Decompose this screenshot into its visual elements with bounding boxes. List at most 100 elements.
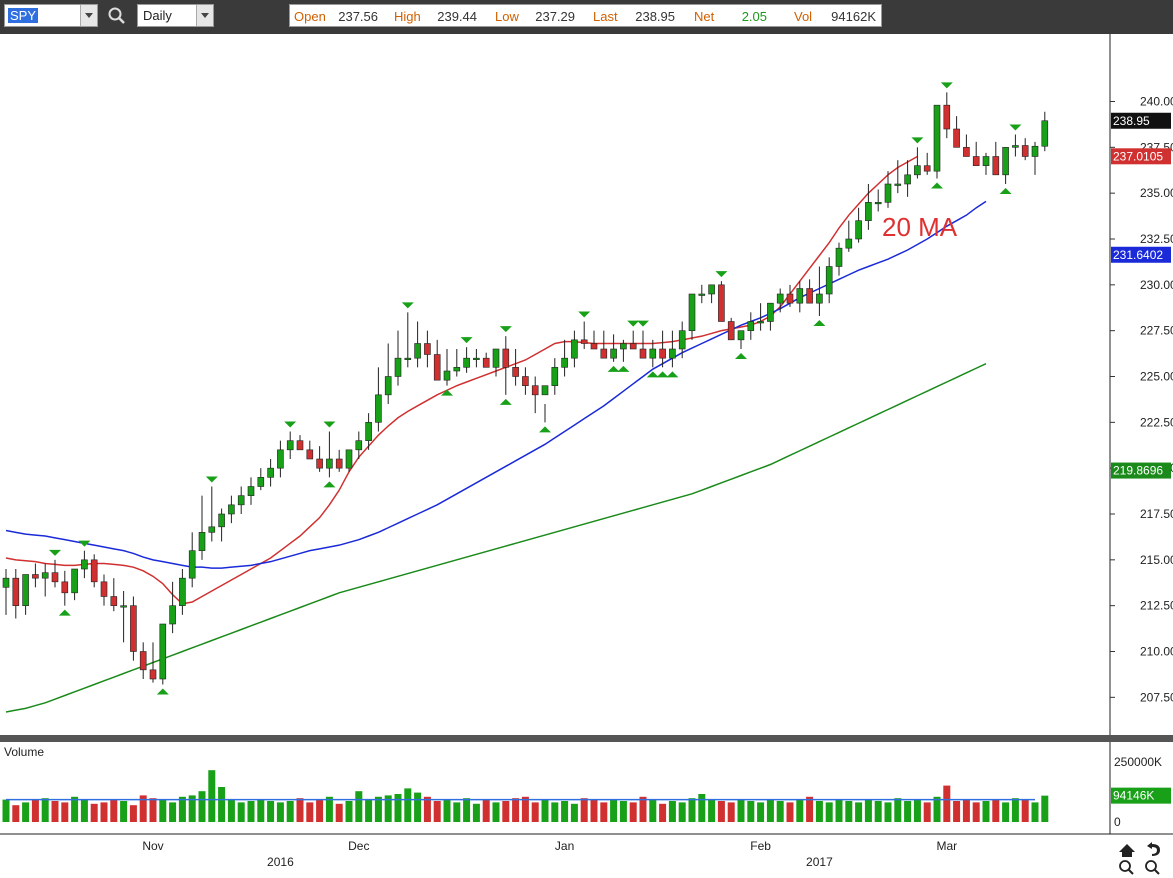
price-axis: 207.50210.00212.50215.00217.50220.00222.… <box>1110 95 1173 704</box>
volume-bar <box>169 802 177 822</box>
chart-nav[interactable] <box>1119 842 1160 875</box>
month-label: Mar <box>936 839 957 853</box>
candle-body <box>81 559 88 570</box>
candle-body <box>767 302 774 322</box>
candle-body <box>825 266 833 295</box>
swing-low-marker <box>999 188 1012 194</box>
volume-bar <box>335 803 343 822</box>
volume-bar <box>71 796 79 822</box>
volume-tick-label: 0 <box>1114 815 1121 829</box>
candle-body <box>32 574 39 579</box>
candle-body <box>816 293 823 304</box>
candle-body <box>188 550 196 579</box>
ma20-tag: 237.0105 <box>1113 149 1163 163</box>
volume-bar <box>855 802 863 822</box>
candle-body <box>414 343 421 359</box>
candle-body <box>1041 120 1049 147</box>
volume-bar <box>561 801 569 822</box>
candle-body <box>208 526 216 533</box>
low-value: 237.29 <box>535 9 575 24</box>
candle-body <box>727 321 735 341</box>
volume-bar <box>1031 802 1039 822</box>
undo-icon <box>1147 842 1160 856</box>
volume-bar <box>453 802 461 822</box>
volume-bar <box>678 802 686 822</box>
volume-bar <box>688 798 696 822</box>
zoom-in-handle <box>1128 869 1134 875</box>
candle-body <box>473 357 480 360</box>
swing-high-marker <box>401 302 414 309</box>
swing-low-marker <box>539 426 551 433</box>
period-select[interactable]: Daily <box>137 4 214 27</box>
volume-bar <box>531 802 539 822</box>
swing-low-marker <box>617 365 630 372</box>
volume-bar <box>953 801 961 822</box>
volume-bar <box>1002 802 1010 822</box>
volume-bar <box>864 799 872 822</box>
candle-body <box>237 495 245 506</box>
candle-body <box>179 577 186 606</box>
price-tick-label: 232.50 <box>1140 232 1173 246</box>
volume-bar <box>12 805 20 822</box>
quote-bar: Open 237.56 High 239.44 Low 237.29 Last … <box>289 4 882 27</box>
candle-body <box>531 385 539 396</box>
swing-high-marker <box>940 82 953 89</box>
swing-high-marker <box>460 337 473 344</box>
candle-body <box>159 623 167 680</box>
swing-low-marker <box>656 371 669 378</box>
volume-bar <box>835 799 843 822</box>
price-tick-label: 212.50 <box>1140 599 1173 613</box>
stock-chart[interactable]: 20 MA 207.50210.00212.50215.00217.50220.… <box>0 34 1173 878</box>
candle-body <box>541 385 549 396</box>
volume-bar <box>708 799 716 822</box>
volume-bar <box>982 801 990 822</box>
candle-body <box>198 532 206 551</box>
volume-pane: Volume 250000K 0 94146K <box>2 745 1171 829</box>
volume-bar <box>237 802 245 822</box>
volume-bar <box>463 798 471 822</box>
candle-body <box>120 605 127 608</box>
last-price-tag-bg <box>1111 112 1171 129</box>
chart-grid <box>0 34 1173 878</box>
vol-label: Vol <box>794 9 813 24</box>
candle-body <box>149 669 157 680</box>
candle-body <box>306 449 314 460</box>
candle-body <box>100 581 108 597</box>
volume-bar <box>786 802 794 822</box>
period-dropdown-icon[interactable] <box>196 5 213 26</box>
candle-body <box>718 284 725 322</box>
ma200-line <box>5 362 987 713</box>
candle-body <box>130 605 137 652</box>
year-label: 2016 <box>267 855 294 869</box>
volume-tag-bg <box>1111 787 1171 804</box>
candle-body <box>865 202 872 221</box>
search-button[interactable] <box>106 4 128 27</box>
candle-body <box>835 247 843 267</box>
symbol-dropdown-icon[interactable] <box>80 5 97 26</box>
candle-body <box>914 165 921 176</box>
volume-bar <box>355 791 363 822</box>
candle-body <box>953 128 960 148</box>
net-value: 2.05 <box>741 9 767 24</box>
candle-body <box>982 156 990 166</box>
swing-high-marker <box>499 326 512 333</box>
candle-body <box>365 422 372 441</box>
volume-bar <box>257 799 265 822</box>
candle-body <box>394 357 402 377</box>
ma20-tag-bg <box>1111 148 1171 165</box>
swing-high-marker <box>578 311 591 318</box>
volume-bar <box>776 801 784 822</box>
volume-bar <box>267 801 275 822</box>
volume-bar <box>659 803 667 822</box>
candle-body <box>776 293 784 304</box>
symbol-input[interactable]: SPY <box>4 4 98 27</box>
volume-bar <box>1041 795 1049 822</box>
volume-bar <box>306 802 314 822</box>
volume-bar <box>120 801 128 822</box>
last-value: 238.95 <box>635 9 675 24</box>
candle-body <box>571 339 578 359</box>
swing-low-marker <box>646 371 659 378</box>
swing-high-marker <box>637 320 649 327</box>
low-label: Low <box>495 9 519 24</box>
search-icon <box>108 7 125 24</box>
